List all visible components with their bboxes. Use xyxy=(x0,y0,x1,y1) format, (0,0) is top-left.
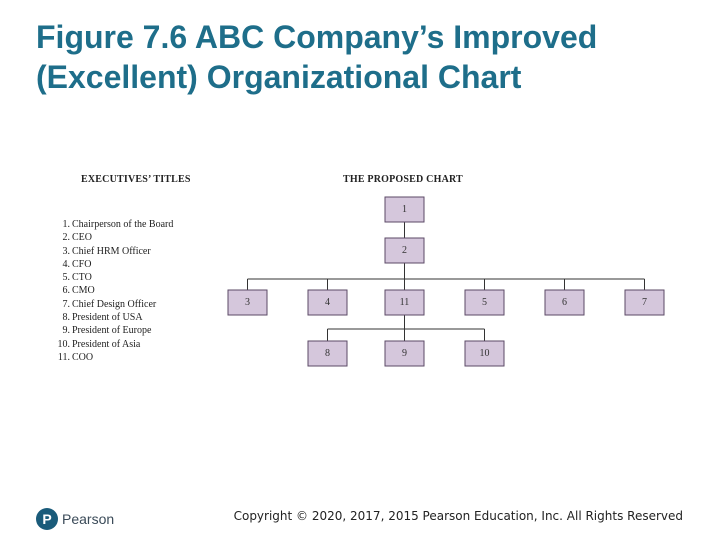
executive-title: COO xyxy=(72,351,94,360)
executive-title: CFO xyxy=(72,258,92,270)
slide-title-line-2: (Excellent) Organizational Chart xyxy=(36,59,522,95)
executive-item: 2. CEO xyxy=(52,231,212,244)
executive-item: 11. COO xyxy=(52,351,212,360)
org-node-box xyxy=(307,289,348,316)
org-node: 1 xyxy=(384,196,425,223)
executive-title: Chairperson of the Board xyxy=(72,219,174,230)
org-node: 10 xyxy=(464,340,505,367)
org-node-label: 2 xyxy=(402,245,407,256)
org-node-label: 11 xyxy=(400,297,410,308)
executives-heading: EXECUTIVES’ TITLES xyxy=(81,174,191,185)
executive-number: 11. xyxy=(57,351,70,360)
executive-item: 5. CTO xyxy=(52,271,212,284)
org-node: 9 xyxy=(384,340,425,367)
org-node-box xyxy=(624,289,665,316)
org-node-box xyxy=(464,289,505,316)
org-node: 5 xyxy=(464,289,505,316)
executive-number: 10. xyxy=(57,338,71,350)
executive-title: Chief Design Officer xyxy=(72,298,157,310)
copyright-notice: Copyright © 2020, 2017, 2015 Pearson Edu… xyxy=(233,509,683,523)
org-node-label: 6 xyxy=(562,297,567,308)
executive-number: 1. xyxy=(62,219,71,230)
pearson-logo-text: Pearson xyxy=(62,511,115,527)
org-node-label: 5 xyxy=(482,297,487,308)
org-node: 11 xyxy=(384,289,425,316)
org-node-box xyxy=(384,196,425,223)
executive-number: 8. xyxy=(62,312,71,324)
org-node-label: 10 xyxy=(480,348,490,359)
executive-number: 4. xyxy=(62,258,71,270)
executive-title: CMO xyxy=(72,285,95,297)
executive-title: President of Asia xyxy=(72,338,141,350)
executive-item: 1. Chairperson of the Board xyxy=(52,218,212,231)
executive-number: 5. xyxy=(62,272,71,284)
executive-item: 10. President of Asia xyxy=(52,338,212,351)
executive-number: 9. xyxy=(62,325,71,337)
executive-number: 3. xyxy=(62,245,71,257)
org-node-label: 4 xyxy=(325,297,330,308)
org-node-label: 1 xyxy=(402,204,407,215)
executive-number: 6. xyxy=(62,285,71,297)
pearson-logo: P Pearson xyxy=(36,507,114,531)
org-node-label: 9 xyxy=(402,348,407,359)
executive-item: 9. President of Europe xyxy=(52,324,212,337)
slide-title-line-1: Figure 7.6 ABC Company’s Improved xyxy=(36,19,598,55)
org-node-label: 3 xyxy=(245,297,250,308)
executive-title: CTO xyxy=(72,272,92,284)
org-node-box xyxy=(384,289,425,316)
executive-title: President of Europe xyxy=(72,325,152,337)
org-node: 8 xyxy=(307,340,348,367)
org-node: 4 xyxy=(307,289,348,316)
executive-item: 7. Chief Design Officer xyxy=(52,298,212,311)
executive-item: 3. Chief HRM Officer xyxy=(52,245,212,258)
executive-item: 6. CMO xyxy=(52,284,212,297)
org-node: 3 xyxy=(227,289,268,316)
org-node: 2 xyxy=(384,237,425,264)
org-node: 7 xyxy=(624,289,665,316)
executives-list: 1. Chairperson of the Board 2. CEO 3. Chief H… xyxy=(52,218,212,360)
executive-item: 4. CFO xyxy=(52,258,212,271)
executive-title: Chief HRM Officer xyxy=(72,245,151,257)
org-node-box xyxy=(384,340,425,367)
org-node-box xyxy=(464,340,505,367)
org-node-box xyxy=(307,340,348,367)
org-node-label: 8 xyxy=(325,348,330,359)
org-node-box xyxy=(384,237,425,264)
executive-item: 8. President of USA xyxy=(52,311,212,324)
executive-title: President of USA xyxy=(72,312,143,324)
chart-heading: THE PROPOSED CHART xyxy=(343,174,463,185)
slide-title: Figure 7.6 ABC Company’s Improved (Excel… xyxy=(36,17,696,97)
executive-number: 2. xyxy=(62,232,71,244)
pearson-logo-icon: P xyxy=(36,508,58,530)
executive-title: CEO xyxy=(72,232,92,244)
org-node-box xyxy=(544,289,585,316)
org-node-box xyxy=(227,289,268,316)
org-node-label: 7 xyxy=(642,297,647,308)
executive-number: 7. xyxy=(62,298,71,310)
org-node: 6 xyxy=(544,289,585,316)
